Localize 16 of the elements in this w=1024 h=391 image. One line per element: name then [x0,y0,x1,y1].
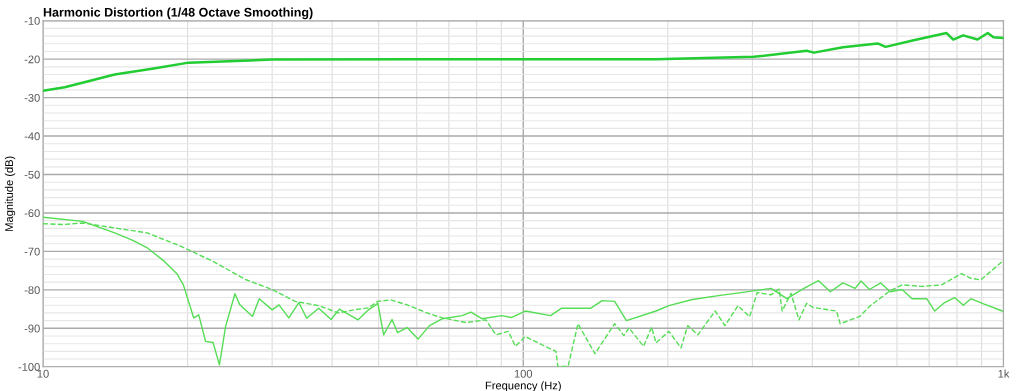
y-tick-label: -50 [24,170,40,179]
y-axis-title: Magnitude (dB) [4,156,16,231]
y-tick-label: -80 [24,286,40,294]
y-tick-label: -60 [24,209,40,218]
y-tick-label: -90 [24,324,40,333]
x-tick-label: 1k [998,369,1010,378]
y-tick-label: -30 [24,93,40,102]
y-tick-label: -10 [24,16,40,25]
y-tick-label: -70 [24,247,40,256]
x-axis-title: Frequency (Hz) [485,381,561,391]
x-tick-label: 10 [37,369,49,378]
y-tick-label: -40 [24,132,40,141]
x-tick-label: 100 [514,369,533,378]
y-tick-label: -20 [24,55,40,64]
chart-title: Harmonic Distortion (1/48 Octave Smoothing) [43,7,313,20]
y-tick-label: -100 [18,363,40,371]
